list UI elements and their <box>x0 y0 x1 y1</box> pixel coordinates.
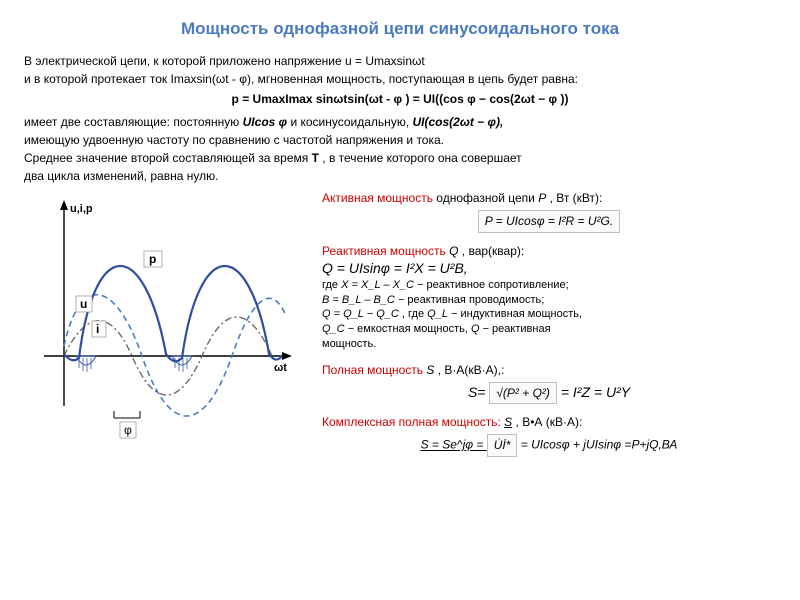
text: , Вт (кВт): <box>550 191 603 205</box>
reactive-power-heading: Реактивная мощность <box>322 244 449 258</box>
active-power-block: Активная мощность однофазной цепи P , Вт… <box>322 190 776 232</box>
complex-power-block: Комплексная полная мощность: S , В•А (кВ… <box>322 414 776 456</box>
intro-line-5: Среднее значение второй составляющей за … <box>24 150 776 166</box>
active-power-formula: P = UIcosφ = I²R = U²G. <box>478 210 620 232</box>
text: , В•А (кВ·А): <box>516 415 583 429</box>
text: − реактивная проводимость; <box>398 294 544 306</box>
text: − реактивная <box>483 323 551 335</box>
full-rhs: = I²Z = U²Y <box>561 384 630 400</box>
text: , В·А(кВ·А),: <box>438 363 505 377</box>
reactive-power-block: Реактивная мощность Q , вар(квар): Q = U… <box>322 243 776 352</box>
u-label: u <box>80 297 87 311</box>
complex-eq-lhs: S = Se^jφ = <box>421 438 487 452</box>
term-uicos2wt: UI(cos(2ωt − φ), <box>412 115 503 129</box>
period-T: Т <box>312 151 319 165</box>
p-label: p <box>149 252 156 266</box>
text: имеет две составляющие: постоянную <box>24 115 243 129</box>
text: и косинусоидальную, <box>290 115 412 129</box>
intro-line-1: В электрической цепи, к которой приложен… <box>24 53 776 69</box>
p-curve <box>64 266 282 361</box>
text: , вар(квар): <box>462 244 524 258</box>
reactive-power-eq: Q = UIsinφ = I²X = U²B, <box>322 259 776 278</box>
full-lhs: S= <box>468 384 489 400</box>
text: где <box>322 279 341 291</box>
chart-area: u,i,p ωt <box>24 190 314 466</box>
ql-symbol: Q_L <box>427 308 448 320</box>
text: , где <box>402 308 427 320</box>
x-axis-label: ωt <box>274 362 287 374</box>
i-label: i <box>96 322 99 336</box>
text: − индуктивная мощность, <box>451 308 582 320</box>
power-waveform-chart: u,i,p ωt <box>24 196 304 456</box>
text: − реактивное сопротивление; <box>417 279 569 291</box>
q-decomp: Q = Q_L − Q_C <box>322 308 399 320</box>
text: , в течение которого она совершает <box>322 151 521 165</box>
full-power-block: Полная мощность S , В·А(кВ·А),: S= √(P² … <box>322 362 776 404</box>
symbol-S: S <box>426 363 434 377</box>
full-power-heading: Полная мощность <box>322 363 426 377</box>
page-title: Мощность однофазной цепи синусоидального… <box>24 18 776 41</box>
complex-eq-box: U̇İ* <box>487 434 518 456</box>
intro-line-3: имеет две составляющие: постоянную UIcos… <box>24 114 776 130</box>
full-sqrt: √(P² + Q²) <box>489 382 557 404</box>
text: Среднее значение второй составляющей за … <box>24 151 312 165</box>
intro-line-6: два цикла изменений, равна нулю. <box>24 168 776 184</box>
symbol-Q: Q <box>449 244 458 258</box>
term-uicos: UIcos φ <box>243 115 287 129</box>
qc-symbol: Q_C <box>322 323 345 335</box>
text: однофазной цепи <box>436 191 538 205</box>
intro-line-2: и в которой протекает ток Imaxsin(ωt - φ… <box>24 71 776 87</box>
phi-label: φ <box>124 423 132 437</box>
susceptance-def: B = B_L – B_C <box>322 294 395 306</box>
complex-power-heading: Комплексная полная мощность: <box>322 415 504 429</box>
y-axis-label: u,i,p <box>70 203 93 215</box>
reactance-def: X = X_L – X_C <box>341 279 414 291</box>
text: мощность. <box>322 337 776 352</box>
main-equation: p = UmaxImax sinωtsin(ωt - φ ) = UI((cos… <box>24 91 776 107</box>
q-symbol: Q <box>471 323 480 335</box>
complex-eq-rhs: = UIcosφ + jUIsinφ =P+jQ,ВА <box>521 438 678 452</box>
symbol-P: P <box>538 191 546 205</box>
text: − емкостная мощность, <box>348 323 471 335</box>
active-power-heading: Активная мощность <box>322 191 433 205</box>
intro-line-4: имеющую удвоенную частоту по сравнению с… <box>24 132 776 148</box>
symbol-S-complex: S <box>504 415 512 429</box>
